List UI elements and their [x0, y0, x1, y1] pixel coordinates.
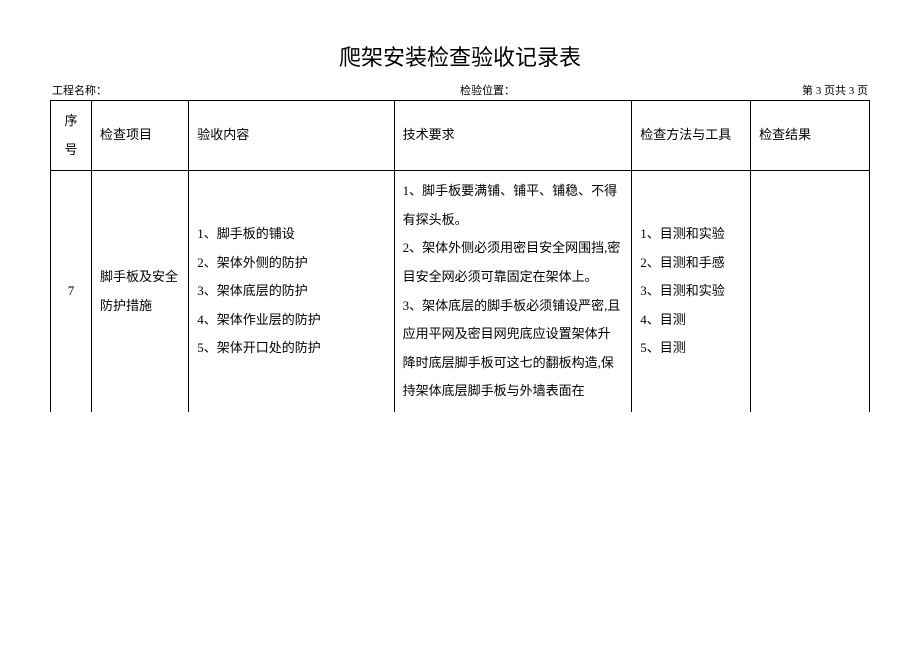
inspection-table: 序号 检查项目 验收内容 技术要求 检查方法与工具 检查结果 7 脚手板及安全防… — [50, 100, 870, 412]
cell-result — [751, 171, 870, 412]
project-name-label: 工程名称： — [52, 82, 340, 98]
cell-content: 1、脚手板的铺设2、架体外侧的防护3、架体底层的防护4、架体作业层的防护5、架体… — [189, 171, 394, 412]
document-title: 爬架安装检查验收记录表 — [50, 40, 870, 72]
col-header-seq: 序号 — [51, 101, 92, 171]
table-header-row: 序号 检查项目 验收内容 技术要求 检查方法与工具 检查结果 — [51, 101, 870, 171]
header-info-row: 工程名称： 检验位置： 第 3 页共 3 页 — [50, 82, 870, 98]
cell-tech: 1、脚手板要满铺、铺平、铺稳、不得有探头板。2、架体外侧必须用密目安全网围挡,密… — [394, 171, 632, 412]
col-header-content: 验收内容 — [189, 101, 394, 171]
cell-item: 脚手板及安全防护措施 — [92, 171, 189, 412]
inspection-position-label: 检验位置： — [340, 82, 748, 98]
col-header-result: 检查结果 — [751, 101, 870, 171]
col-header-tech: 技术要求 — [394, 101, 632, 171]
page-info: 第 3 页共 3 页 — [748, 82, 868, 98]
cell-seq: 7 — [51, 171, 92, 412]
table-row: 7 脚手板及安全防护措施 1、脚手板的铺设2、架体外侧的防护3、架体底层的防护4… — [51, 171, 870, 412]
col-header-item: 检查项目 — [92, 101, 189, 171]
col-header-method: 检查方法与工具 — [632, 101, 751, 171]
cell-method: 1、目测和实验2、目测和手感3、目测和实验4、目测5、目测 — [632, 171, 751, 412]
